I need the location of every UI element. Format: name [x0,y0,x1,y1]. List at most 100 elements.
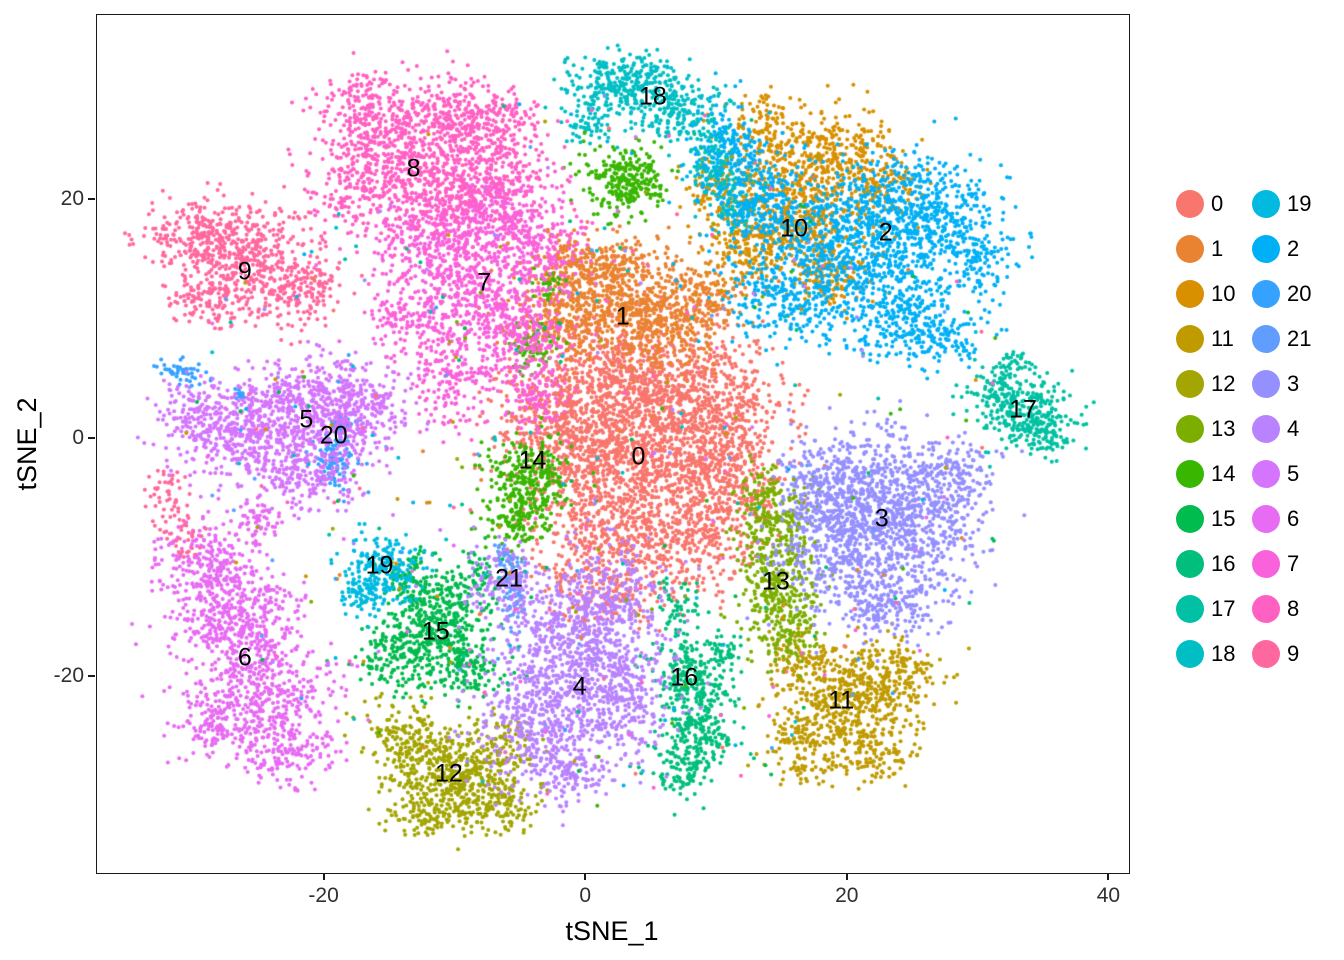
legend-item-18: 18 [1176,640,1242,668]
legend-swatch-3 [1252,370,1280,398]
scatter-canvas [97,15,1129,873]
x-tick-label: 40 [1096,884,1121,907]
legend-swatch-11 [1176,325,1204,353]
cluster-label-20: 20 [319,421,348,450]
legend-label-20: 20 [1287,281,1312,306]
y-tick-mark [88,436,95,439]
legend-item-20: 20 [1252,280,1318,308]
legend-label-0: 0 [1211,191,1224,216]
y-tick-mark [88,675,95,678]
legend-item-13: 13 [1176,415,1242,443]
legend-label-1: 1 [1211,236,1224,261]
x-tick-label: 0 [579,884,592,907]
cluster-label-17: 17 [1009,395,1037,424]
cluster-label-9: 9 [237,257,252,286]
legend-item-1: 1 [1176,235,1242,263]
cluster-label-15: 15 [421,617,450,646]
plot-panel: 0 1 10 11 12 13 14 15 16 17 18 19 2 20 21 3 4 5 6 7 8 9 [96,14,1130,874]
legend-item-4: 4 [1252,415,1318,443]
legend-swatch-7 [1252,550,1280,578]
legend-item-11: 11 [1176,325,1242,353]
y-tick-label: -20 [53,664,84,688]
legend: 0 1 10 11 12 13 14 15 16 17 18 19 2 20 21 3 4 5 6 7 8 9 [1176,190,1318,668]
legend-swatch-4 [1252,415,1280,443]
legend-item-0: 0 [1176,190,1242,218]
legend-swatch-12 [1176,370,1204,398]
legend-swatch-14 [1176,460,1204,488]
x-tick-label: -20 [308,884,339,907]
legend-swatch-6 [1252,505,1280,533]
cluster-label-4: 4 [572,672,587,701]
y-tick-mark [88,197,95,200]
legend-item-16: 16 [1176,550,1242,578]
cluster-label-7: 7 [477,268,492,297]
legend-item-9: 9 [1252,640,1318,668]
legend-column: 0 1 10 11 12 13 14 15 16 17 18 [1176,190,1242,668]
y-tick-label: 0 [72,425,84,449]
legend-label-18: 18 [1211,641,1236,666]
legend-swatch-10 [1176,280,1204,308]
legend-label-5: 5 [1287,461,1300,486]
legend-label-8: 8 [1287,596,1300,621]
x-axis-title: tSNE_1 [565,916,659,946]
legend-swatch-13 [1176,415,1204,443]
y-tick-label: 20 [60,186,84,210]
cluster-label-8: 8 [406,154,421,183]
legend-label-16: 16 [1211,551,1236,576]
legend-item-7: 7 [1252,550,1318,578]
legend-item-6: 6 [1252,505,1318,533]
legend-item-8: 8 [1252,595,1318,623]
legend-label-2: 2 [1287,236,1300,261]
legend-label-6: 6 [1287,506,1300,531]
legend-label-15: 15 [1211,506,1236,531]
cluster-label-21: 21 [495,564,523,593]
legend-item-12: 12 [1176,370,1242,398]
legend-label-13: 13 [1211,416,1236,441]
cluster-label-14: 14 [518,446,547,475]
legend-item-21: 21 [1252,325,1318,353]
cluster-label-2: 2 [878,218,893,247]
legend-swatch-0 [1176,190,1204,218]
legend-item-5: 5 [1252,460,1318,488]
legend-swatch-9 [1252,640,1280,668]
legend-label-3: 3 [1287,371,1300,396]
legend-swatch-16 [1176,550,1204,578]
cluster-label-1: 1 [615,302,630,331]
legend-item-10: 10 [1176,280,1242,308]
legend-swatch-19 [1252,190,1280,218]
legend-label-4: 4 [1287,416,1300,441]
legend-label-7: 7 [1287,551,1300,576]
cluster-label-16: 16 [670,663,699,692]
cluster-label-12: 12 [434,759,463,788]
cluster-label-10: 10 [780,214,809,243]
legend-swatch-2 [1252,235,1280,263]
legend-swatch-20 [1252,280,1280,308]
x-tick-mark [1107,873,1110,880]
x-tick-label: 20 [835,884,859,907]
legend-swatch-21 [1252,325,1280,353]
cluster-label-18: 18 [638,82,667,111]
cluster-label-13: 13 [761,567,790,596]
cluster-label-11: 11 [828,686,855,715]
legend-item-19: 19 [1252,190,1318,218]
legend-swatch-15 [1176,505,1204,533]
legend-column: 19 2 20 21 3 4 5 6 7 8 9 [1252,190,1318,668]
legend-item-17: 17 [1176,595,1242,623]
cluster-label-3: 3 [874,504,889,533]
x-tick-mark [322,873,325,880]
legend-label-14: 14 [1211,461,1236,486]
legend-label-11: 11 [1211,326,1234,351]
legend-label-12: 12 [1211,371,1236,396]
cluster-label-0: 0 [631,442,646,471]
legend-label-21: 21 [1287,326,1312,351]
legend-item-14: 14 [1176,460,1242,488]
x-tick-mark [845,873,848,880]
cluster-label-5: 5 [299,405,314,434]
legend-swatch-1 [1176,235,1204,263]
legend-label-9: 9 [1287,641,1300,666]
legend-label-10: 10 [1211,281,1236,306]
legend-item-3: 3 [1252,370,1318,398]
cluster-label-19: 19 [365,551,394,580]
legend-label-17: 17 [1211,596,1236,621]
